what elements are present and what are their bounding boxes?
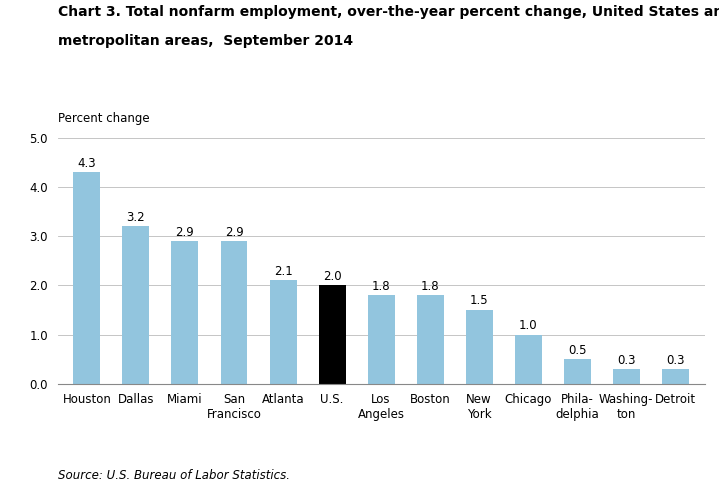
Text: 0.5: 0.5 [568,344,587,357]
Text: 2.1: 2.1 [274,265,293,278]
Text: 4.3: 4.3 [78,157,96,170]
Text: 1.5: 1.5 [470,295,488,308]
Bar [416,295,444,384]
Bar [172,241,198,384]
Text: 2.9: 2.9 [175,226,194,239]
Text: metropolitan areas,  September 2014: metropolitan areas, September 2014 [58,34,352,48]
Text: Percent change: Percent change [58,113,149,125]
Bar [122,226,150,384]
Text: 3.2: 3.2 [127,211,145,224]
Bar [466,310,493,384]
Bar [515,335,541,384]
Text: 2.0: 2.0 [323,270,342,283]
Bar [270,280,296,384]
Bar [73,172,101,384]
Text: 0.3: 0.3 [617,354,636,367]
Bar [564,359,590,384]
Text: 1.0: 1.0 [519,319,537,332]
Text: 2.9: 2.9 [224,226,243,239]
Bar [661,369,689,384]
Text: Chart 3. Total nonfarm employment, over-the-year percent change, United States a: Chart 3. Total nonfarm employment, over-… [58,5,719,19]
Text: 1.8: 1.8 [372,280,390,293]
Bar [221,241,247,384]
Text: 0.3: 0.3 [666,354,684,367]
Text: 1.8: 1.8 [421,280,439,293]
Text: Source: U.S. Bureau of Labor Statistics.: Source: U.S. Bureau of Labor Statistics. [58,469,290,482]
Bar [613,369,640,384]
Bar [319,285,346,384]
Bar [367,295,395,384]
